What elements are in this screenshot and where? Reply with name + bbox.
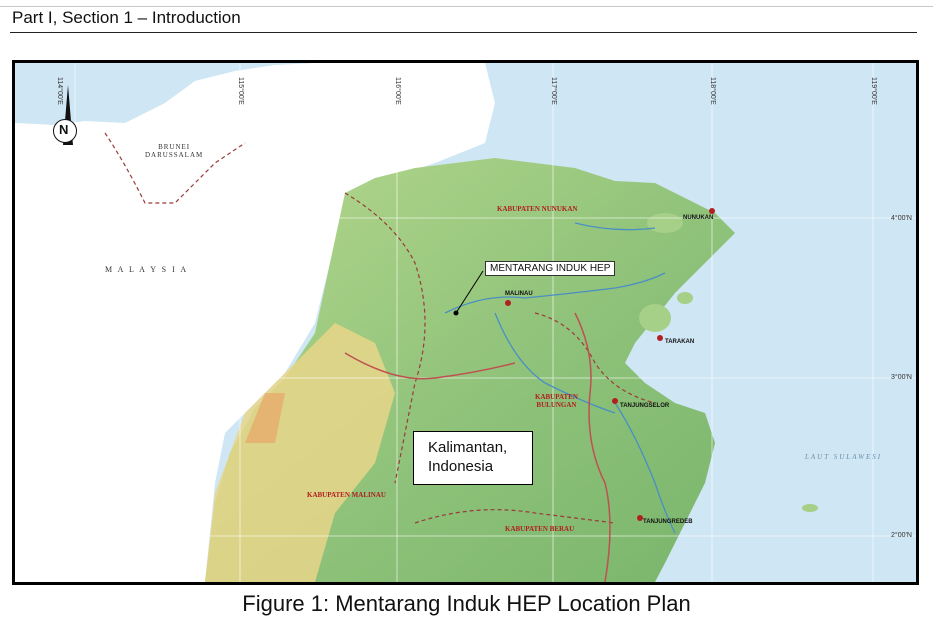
top-border — [0, 0, 933, 7]
regency-bulungan-line1: KABUPATEN — [535, 393, 578, 401]
admin-boundaries — [104, 132, 656, 524]
north-arrow-letter: N — [59, 122, 69, 137]
island — [677, 292, 693, 304]
brunei-label: BRUNEI DARUSSALAM — [145, 143, 203, 159]
region-label-box: Kalimantan, Indonesia — [413, 431, 533, 485]
highland-area-2 — [245, 393, 285, 443]
town-tanjungselor: TANJUNGSELOR — [620, 403, 670, 409]
hep-leader-line — [455, 270, 484, 314]
north-arrow-circle-icon — [53, 119, 77, 143]
regency-nunukan: KABUPATEN NUNUKAN — [497, 205, 578, 213]
graticule — [15, 63, 916, 582]
lon-label: 119°00'E — [870, 77, 877, 105]
island — [639, 304, 671, 332]
lon-label: 116°00'E — [394, 77, 401, 105]
map-canvas — [15, 63, 916, 582]
island — [802, 504, 818, 512]
north-arrow-needle-icon — [63, 85, 73, 145]
town-tarakan: TARAKAN — [665, 339, 695, 345]
header-rule — [10, 32, 917, 33]
lat-label: 3°00'N — [891, 374, 912, 381]
malaysia-land — [15, 63, 495, 582]
malaysia-label: M A L A Y S I A — [105, 265, 189, 274]
north-arrow: N — [53, 85, 77, 155]
lon-label: 114°00'E — [56, 77, 63, 105]
section-header: Part I, Section 1 – Introduction — [12, 8, 241, 27]
highland-area — [205, 323, 395, 582]
region-label-line1: Kalimantan, — [428, 439, 508, 456]
rivers — [444, 222, 676, 534]
regency-malinau: KABUPATEN MALINAU — [307, 491, 386, 499]
lat-label: 2°00'N — [891, 532, 912, 539]
lon-label: 117°00'E — [550, 77, 557, 105]
figure-caption: Figure 1: Mentarang Induk HEP Location P… — [242, 591, 691, 616]
sea-label: LAUT SULAWESI — [805, 453, 883, 461]
brunei-label-line2: DARUSSALAM — [145, 151, 204, 159]
regency-berau: KABUPATEN BERAU — [505, 525, 575, 533]
location-map: N 114°00'E 115°00'E 116°00'E 117°00'E 11… — [12, 60, 919, 585]
regency-bulungan-line2: BULUNGAN — [536, 401, 577, 409]
roads — [344, 312, 611, 582]
town-nunukan: NUNUKAN — [683, 215, 714, 221]
hep-callout-label: MENTARANG INDUK HEP — [485, 261, 616, 276]
lat-label: 4°00'N — [891, 215, 912, 222]
town-tanjungredeb: TANJUNGREDEB — [643, 519, 693, 525]
region-label-line2: Indonesia — [428, 458, 494, 475]
lon-label: 115°00'E — [237, 77, 244, 105]
regency-bulungan: KABUPATEN BULUNGAN — [535, 393, 578, 409]
brunei-label-line1: BRUNEI — [158, 143, 191, 151]
lon-label: 118°00'E — [709, 77, 716, 105]
island — [647, 213, 683, 233]
town-markers — [505, 208, 715, 521]
town-malinau: MALINAU — [505, 291, 533, 297]
